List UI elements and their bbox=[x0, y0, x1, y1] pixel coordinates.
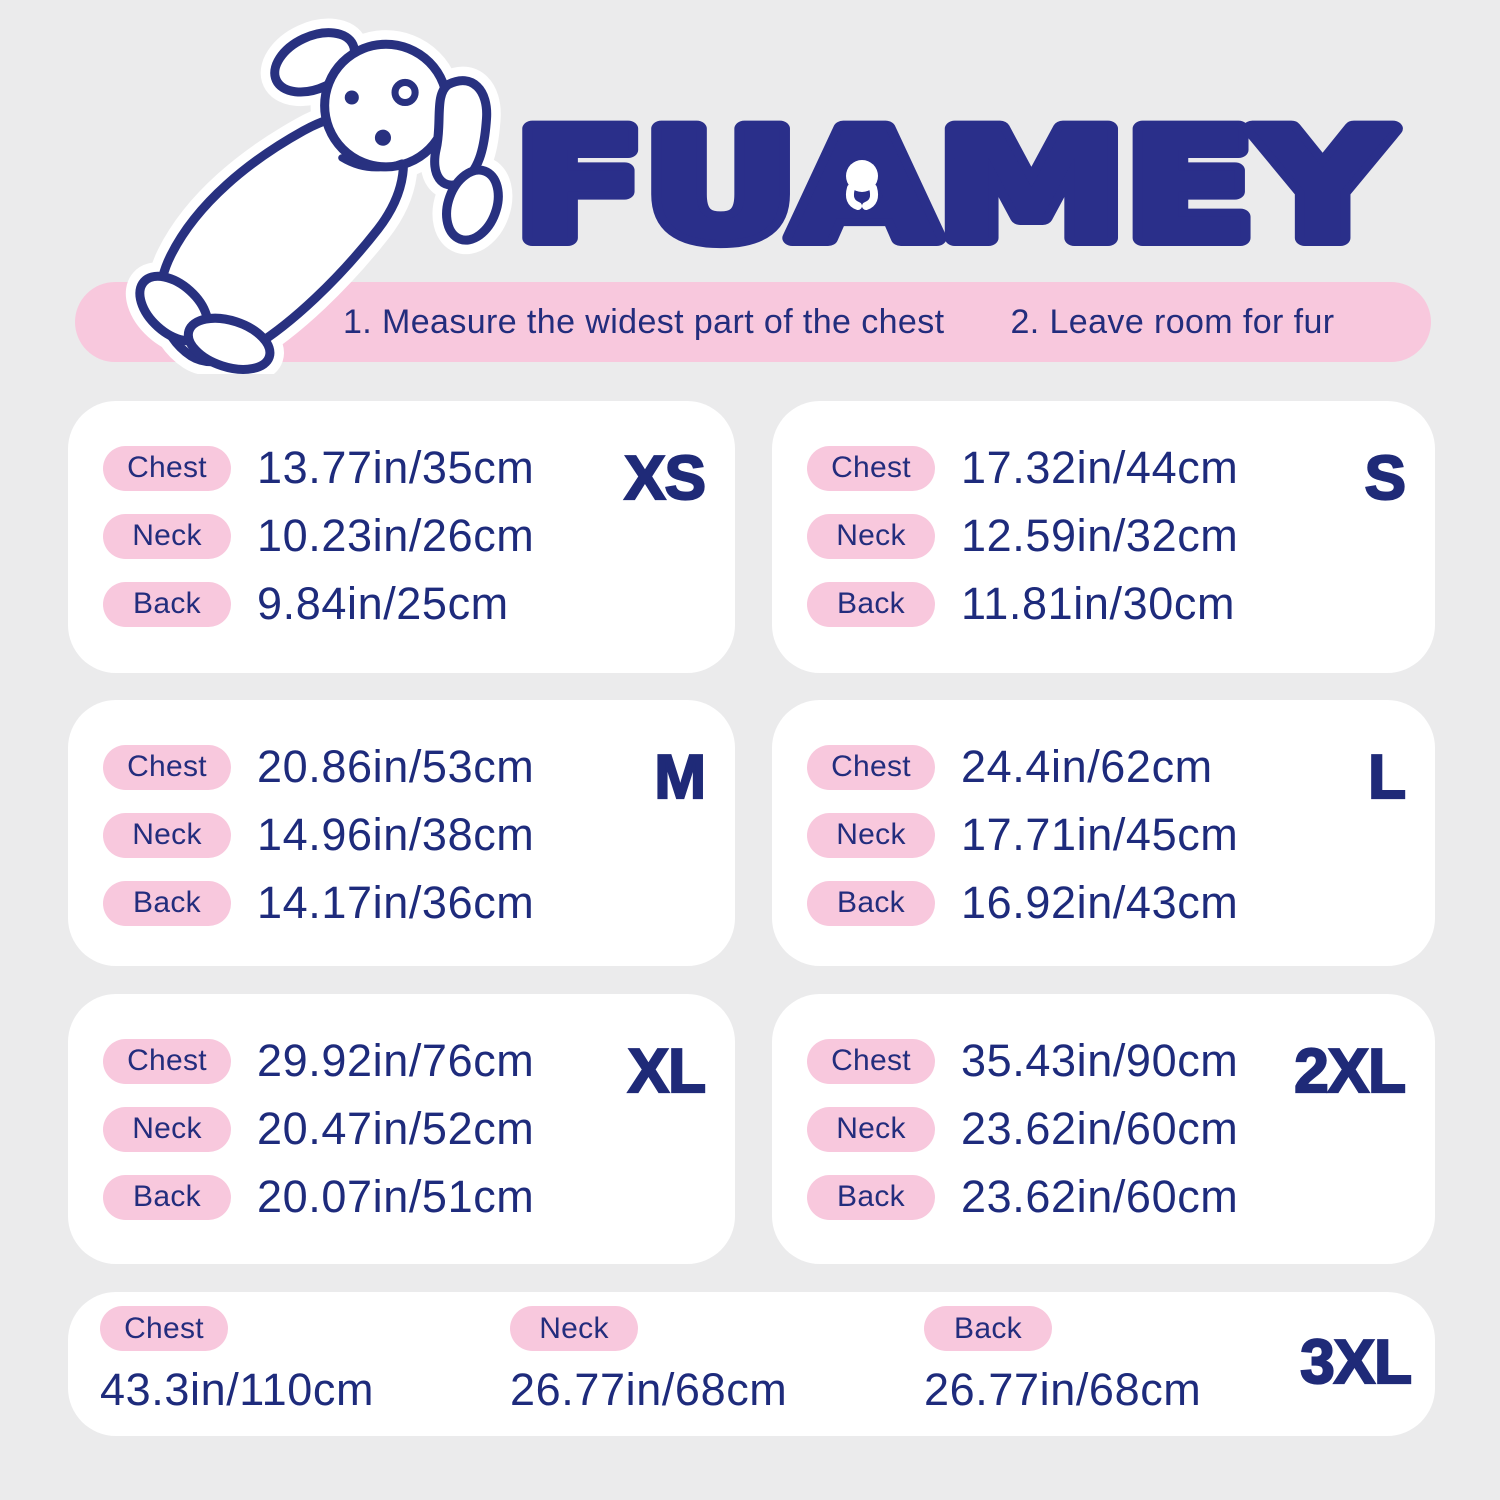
neck-label-pill: Neck bbox=[510, 1306, 638, 1351]
back-row: Back 11.81in/30cm bbox=[807, 578, 1236, 629]
chest-value: 29.92in/76cm bbox=[257, 1035, 535, 1086]
back-row: Back 20.07in/51cm bbox=[103, 1171, 535, 1222]
neck-value: 14.96in/38cm bbox=[257, 809, 535, 860]
chest-value: 35.43in/90cm bbox=[961, 1035, 1239, 1086]
back-group: Back 26.77in/68cm bbox=[924, 1306, 1201, 1416]
dog-left-eye-icon bbox=[344, 90, 359, 105]
neck-value: 12.59in/32cm bbox=[961, 510, 1239, 561]
back-value: 9.84in/25cm bbox=[257, 578, 509, 629]
brand-logo-text: FUAMEY bbox=[515, 100, 1394, 274]
back-label-pill: Back bbox=[103, 1174, 231, 1220]
neck-label-pill: Neck bbox=[807, 812, 935, 858]
neck-row: Neck 14.96in/38cm bbox=[103, 809, 535, 860]
back-row: Back 9.84in/25cm bbox=[103, 578, 509, 629]
instruction-step-2: 2. Leave room for fur bbox=[1010, 302, 1335, 341]
neck-row: Neck 10.23in/26cm bbox=[103, 510, 535, 561]
size-badge: L bbox=[1367, 742, 1407, 813]
neck-value: 17.71in/45cm bbox=[961, 809, 1239, 860]
chest-value: 24.4in/62cm bbox=[961, 741, 1213, 792]
back-row: Back 14.17in/36cm bbox=[103, 877, 535, 928]
chest-group: Chest 43.3in/110cm bbox=[100, 1306, 374, 1416]
chest-row: Chest 17.32in/44cm bbox=[807, 442, 1239, 493]
size-card-xl: Chest 29.92in/76cm Neck 20.47in/52cm Bac… bbox=[68, 994, 735, 1264]
back-label-pill: Back bbox=[807, 1174, 935, 1220]
size-card-xs: Chest 13.77in/35cm Neck 10.23in/26cm Bac… bbox=[68, 401, 735, 673]
back-label-pill: Back bbox=[807, 880, 935, 926]
neck-label-pill: Neck bbox=[807, 513, 935, 559]
chest-label-pill: Chest bbox=[103, 445, 231, 491]
back-row: Back 16.92in/43cm bbox=[807, 877, 1239, 928]
size-card-l: Chest 24.4in/62cm Neck 17.71in/45cm Back… bbox=[772, 700, 1435, 966]
neck-value: 20.47in/52cm bbox=[257, 1103, 535, 1154]
back-label-pill: Back bbox=[103, 880, 231, 926]
chest-row: Chest 13.77in/35cm bbox=[103, 442, 535, 493]
chest-row: Chest 24.4in/62cm bbox=[807, 741, 1213, 792]
back-value: 20.07in/51cm bbox=[257, 1171, 535, 1222]
back-value: 26.77in/68cm bbox=[924, 1364, 1202, 1415]
chest-label-pill: Chest bbox=[103, 744, 231, 790]
neck-value: 10.23in/26cm bbox=[257, 510, 535, 561]
paw-cutout-icon bbox=[845, 160, 879, 210]
back-label-pill: Back bbox=[103, 581, 231, 627]
chest-label-pill: Chest bbox=[100, 1306, 228, 1351]
dog-mouth-icon bbox=[338, 154, 406, 172]
neck-group: Neck 26.77in/68cm bbox=[510, 1306, 787, 1416]
neck-row: Neck 23.62in/60cm bbox=[807, 1103, 1239, 1154]
size-badge: 2XL bbox=[1293, 1036, 1407, 1107]
neck-row: Neck 12.59in/32cm bbox=[807, 510, 1239, 561]
chest-row: Chest 29.92in/76cm bbox=[103, 1035, 535, 1086]
chest-value: 20.86in/53cm bbox=[257, 741, 535, 792]
size-card-3xl: Chest 43.3in/110cm Neck 26.77in/68cm Bac… bbox=[68, 1292, 1435, 1436]
dog-face bbox=[338, 78, 419, 172]
size-badge: S bbox=[1364, 443, 1408, 514]
dog-nose-icon bbox=[374, 129, 391, 146]
dog-mascot-icon bbox=[78, 2, 518, 374]
chest-row: Chest 35.43in/90cm bbox=[807, 1035, 1239, 1086]
brand-logo: FUAMEY bbox=[507, 92, 1402, 282]
neck-row: Neck 20.47in/52cm bbox=[103, 1103, 535, 1154]
chest-label-pill: Chest bbox=[807, 744, 935, 790]
neck-label-pill: Neck bbox=[103, 812, 231, 858]
chest-value: 17.32in/44cm bbox=[961, 442, 1239, 493]
neck-value: 26.77in/68cm bbox=[510, 1364, 788, 1415]
chest-label-pill: Chest bbox=[807, 445, 935, 491]
back-value: 23.62in/60cm bbox=[961, 1171, 1239, 1222]
chest-row: Chest 20.86in/53cm bbox=[103, 741, 535, 792]
size-badge: XL bbox=[627, 1036, 707, 1107]
chest-value: 43.3in/110cm bbox=[100, 1364, 375, 1415]
neck-value: 23.62in/60cm bbox=[961, 1103, 1239, 1154]
dog-right-eye-icon bbox=[391, 78, 419, 107]
chest-label-pill: Chest bbox=[103, 1038, 231, 1084]
back-label-pill: Back bbox=[924, 1306, 1052, 1351]
size-badge: M bbox=[653, 742, 707, 813]
size-badge: 3XL bbox=[1299, 1327, 1413, 1398]
size-badge: XS bbox=[623, 443, 707, 514]
back-row: Back 23.62in/60cm bbox=[807, 1171, 1239, 1222]
size-card-s: Chest 17.32in/44cm Neck 12.59in/32cm Bac… bbox=[772, 401, 1435, 673]
chest-label-pill: Chest bbox=[807, 1038, 935, 1084]
neck-label-pill: Neck bbox=[103, 513, 231, 559]
size-card-2xl: Chest 35.43in/90cm Neck 23.62in/60cm Bac… bbox=[772, 994, 1435, 1264]
instruction-step-1: 1. Measure the widest part of the chest bbox=[343, 302, 945, 341]
back-value: 16.92in/43cm bbox=[961, 877, 1239, 928]
neck-label-pill: Neck bbox=[807, 1106, 935, 1152]
back-value: 14.17in/36cm bbox=[257, 877, 535, 928]
chest-value: 13.77in/35cm bbox=[257, 442, 535, 493]
neck-row: Neck 17.71in/45cm bbox=[807, 809, 1239, 860]
size-card-m: Chest 20.86in/53cm Neck 14.96in/38cm Bac… bbox=[68, 700, 735, 966]
back-label-pill: Back bbox=[807, 581, 935, 627]
back-value: 11.81in/30cm bbox=[961, 578, 1236, 629]
neck-label-pill: Neck bbox=[103, 1106, 231, 1152]
